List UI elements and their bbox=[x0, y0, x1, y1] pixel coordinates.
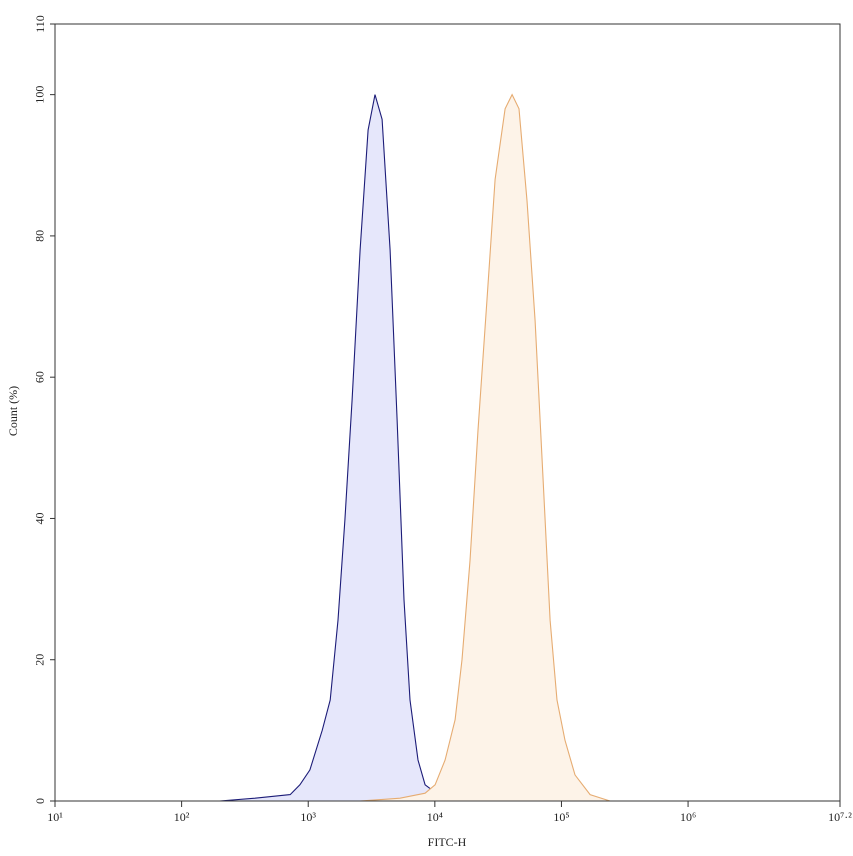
y-tick-label: 80 bbox=[33, 230, 47, 242]
x-tick-label: 10⁵ bbox=[553, 810, 569, 824]
plot-frame bbox=[54, 23, 841, 802]
x-tick-label: 10³ bbox=[300, 810, 316, 824]
y-tick-label: 110 bbox=[33, 15, 47, 33]
x-tick-label: 10⁷·² bbox=[828, 810, 852, 824]
y-axis-label: Count (%) bbox=[6, 386, 20, 436]
x-tick-label: 10⁶ bbox=[680, 810, 696, 824]
histogram-curve bbox=[360, 93, 611, 802]
y-tick-label: 100 bbox=[33, 86, 47, 104]
y-tick-label: 0 bbox=[33, 798, 47, 804]
x-tick-label: 10⁴ bbox=[427, 810, 443, 824]
y-tick-label: 60 bbox=[33, 371, 47, 383]
x-tick-label: 10² bbox=[174, 810, 190, 824]
x-tick-label: 10¹ bbox=[47, 810, 63, 824]
x-axis-label: FITC-H bbox=[428, 835, 467, 849]
y-tick-label: 20 bbox=[33, 654, 47, 666]
y-tick-label: 40 bbox=[33, 512, 47, 524]
